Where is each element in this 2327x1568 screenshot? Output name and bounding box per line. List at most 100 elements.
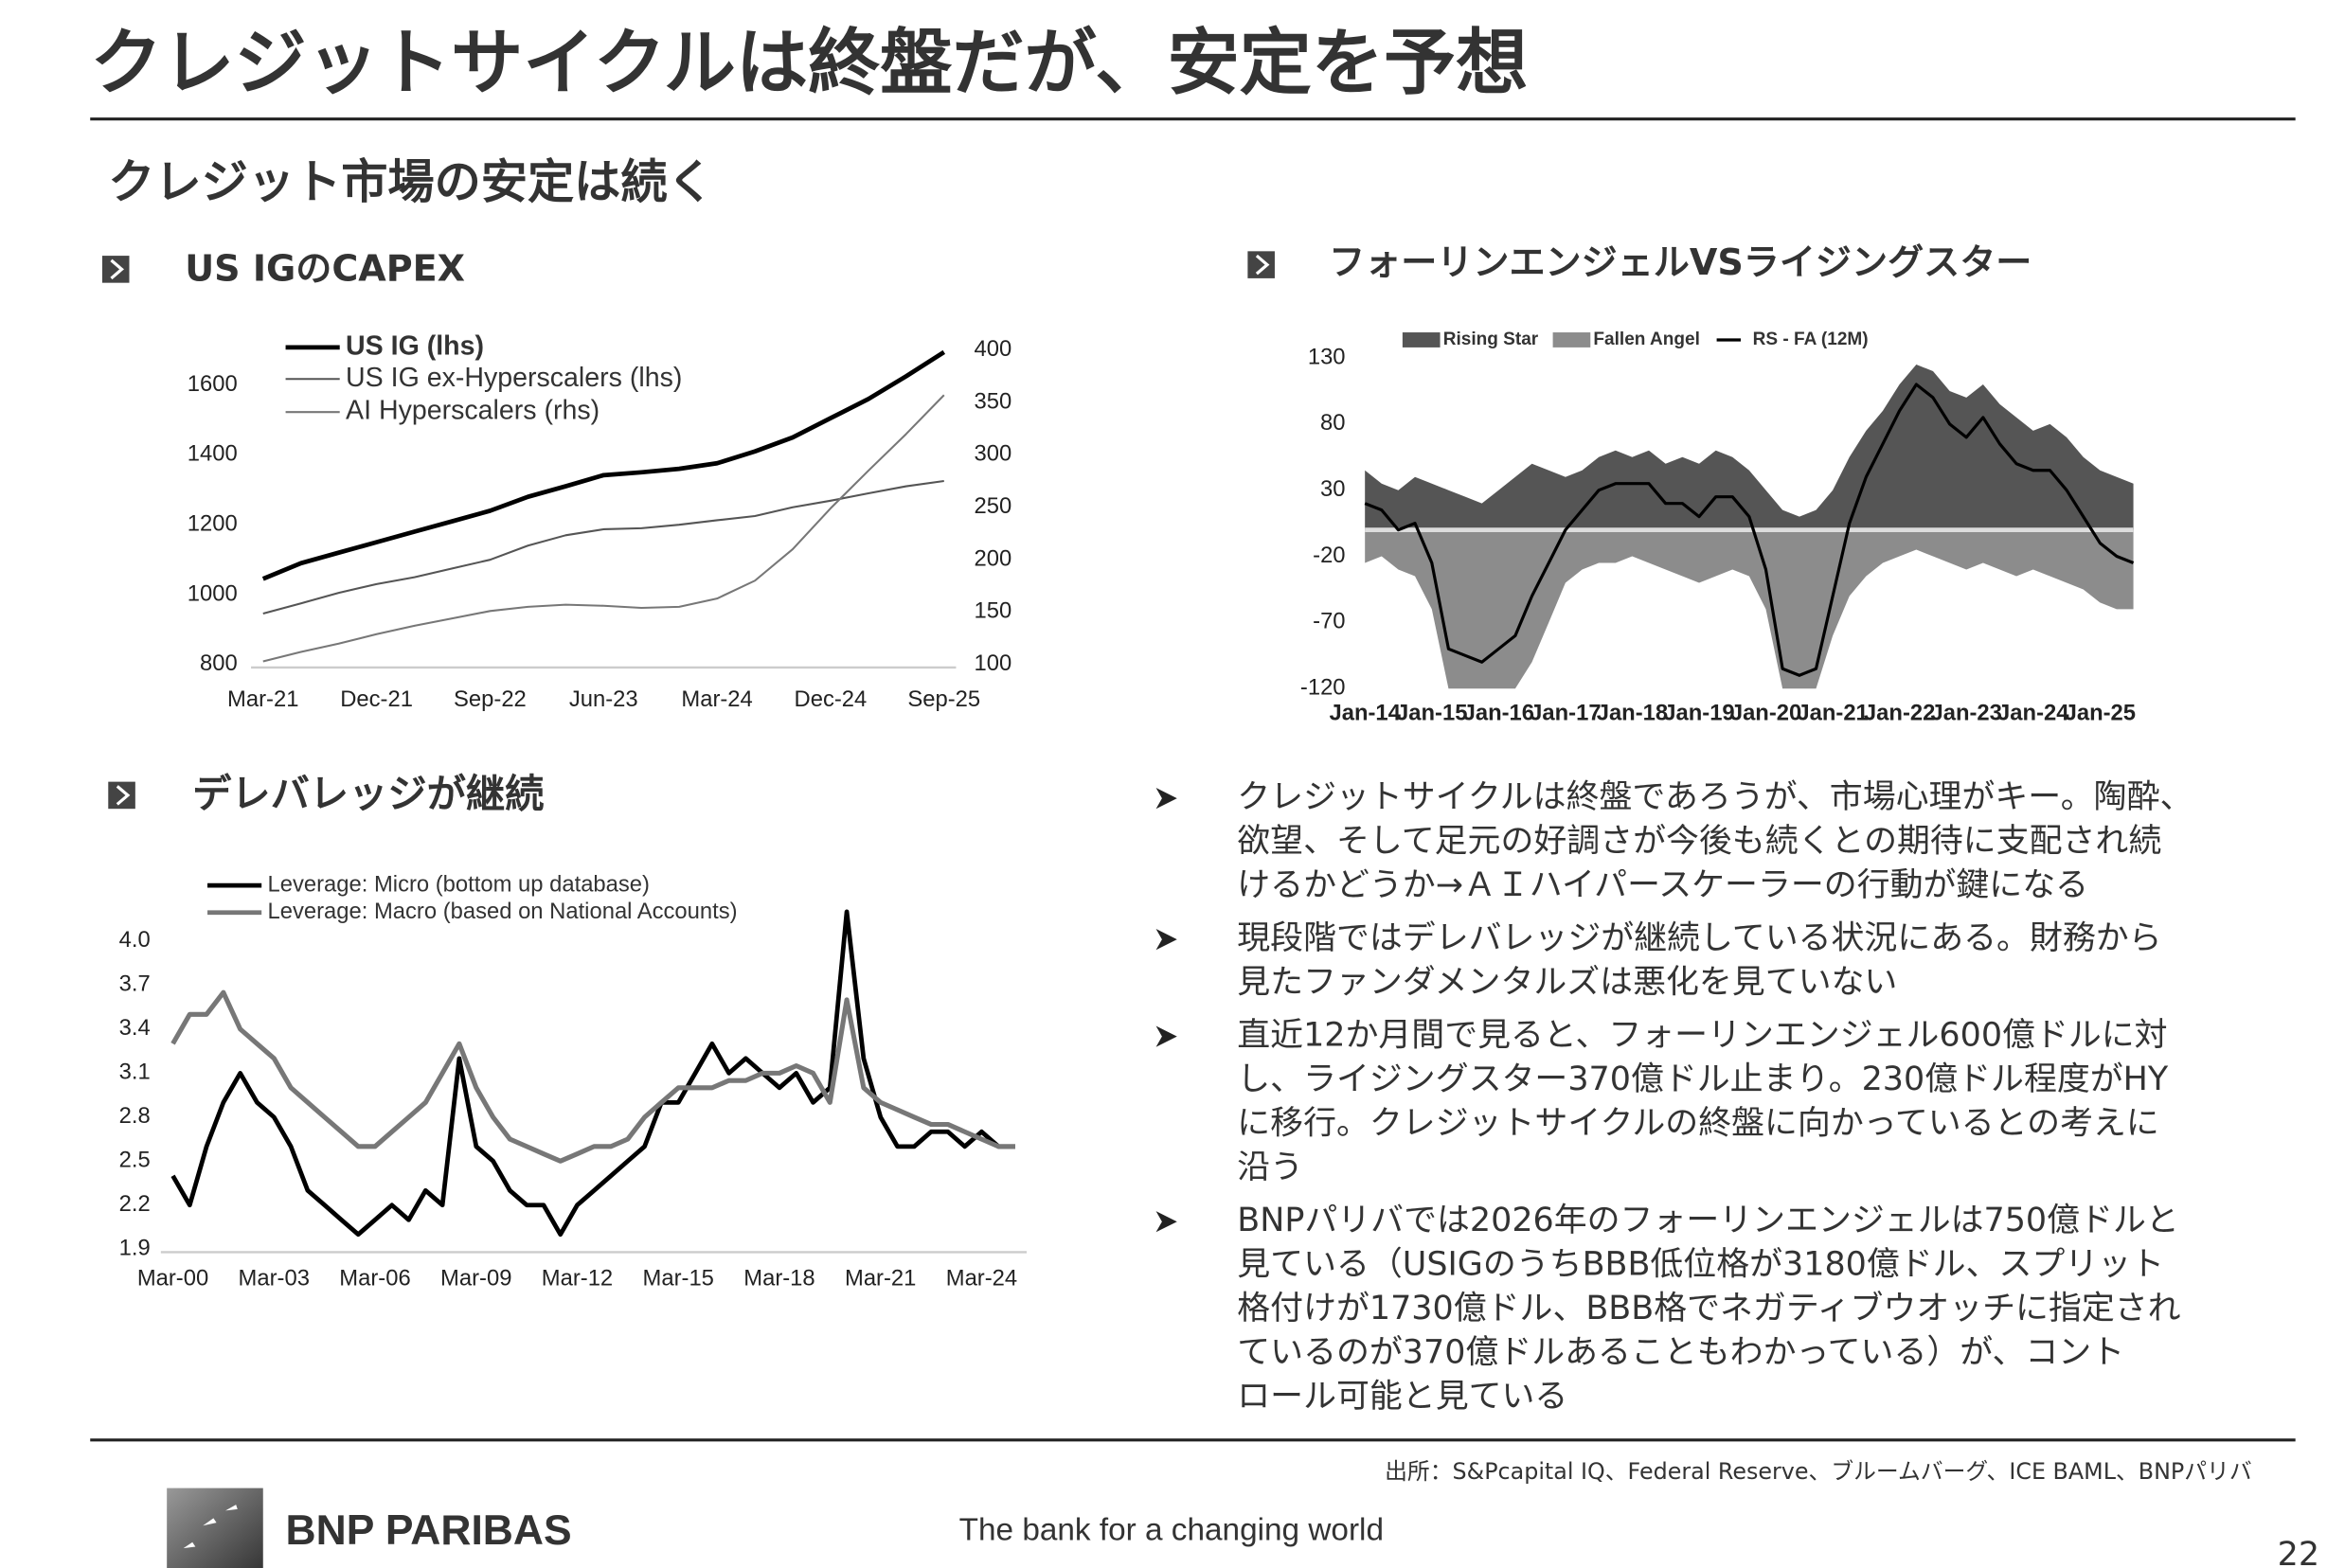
series-line	[170, 989, 1016, 1164]
bullet-arrow	[1155, 929, 1177, 951]
legend-label: Rising Star	[1443, 330, 1539, 349]
x-tick-label: Mar-21	[227, 686, 298, 712]
legend-swatch	[1402, 332, 1441, 347]
bullet-text: 見たファンダメンタルズは悪化を見ていない	[1237, 964, 1897, 1002]
bullet-text: BNPパリバでは2026年のフォーリンエンジェルは750億ドルと	[1237, 1202, 2179, 1239]
x-tick-label: Dec-24	[795, 686, 868, 712]
y-tick-label: 80	[1320, 410, 1345, 436]
y2-tick-label: 250	[975, 493, 1012, 519]
series-line	[170, 909, 1016, 1238]
bullet-text: 欲望、そして足元の好調さが今後も続くとの期待に支配され続	[1237, 823, 2161, 861]
series-area	[1365, 529, 2134, 689]
bullet-text: 格付けが1730億ドル、BBB格でネガティブウオッチに指定され	[1237, 1290, 2180, 1327]
legend-label: US IG ex-Hyperscalers (lhs)	[346, 363, 682, 393]
bullet-text: 見ている（USIGのうちBBB低位格が3180億ドル、スプリット	[1237, 1246, 2164, 1284]
x-tick-label: Mar-18	[743, 1265, 814, 1291]
series-line	[262, 394, 945, 663]
y-tick-label: 1.9	[119, 1236, 151, 1261]
x-tick-label: Jan-22	[1864, 700, 1935, 725]
y-tick-label: 30	[1320, 476, 1345, 502]
slide-title: クレジットサイクルは終盤だが、安定を予想	[90, 21, 1528, 105]
x-tick-label: Mar-12	[542, 1265, 613, 1291]
y2-tick-label: 400	[975, 336, 1012, 362]
y-tick-label: 3.7	[119, 971, 151, 997]
y2-tick-label: 200	[975, 545, 1012, 571]
heading-marker	[108, 781, 135, 810]
x-tick-label: Mar-24	[946, 1265, 1017, 1291]
series-line	[262, 479, 944, 615]
chart-title: デレバレッジが継続	[192, 771, 544, 816]
bullet-text: ているのが370億ドルあることもわかっている）が、コント	[1237, 1334, 2124, 1372]
legend-label: AI Hyperscalers (rhs)	[346, 396, 600, 426]
y2-tick-label: 350	[975, 388, 1012, 414]
logo-stars	[183, 1505, 238, 1549]
series-line	[261, 349, 946, 581]
source: 出所：S&Pcapital IQ、Federal Reserve、ブルームバーグ…	[1385, 1458, 2251, 1485]
y-tick-label: 800	[200, 650, 238, 676]
x-tick-label: Mar-24	[681, 686, 752, 712]
legend-label: Fallen Angel	[1593, 330, 1699, 349]
x-tick-label: Mar-03	[239, 1265, 310, 1291]
x-tick-label: Jan-24	[1997, 700, 2069, 725]
x-tick-label: Jun-23	[569, 686, 638, 712]
legend-swatch	[1552, 332, 1591, 347]
bullet-text: し、ライジングスター370億ドル止まり。230億ドル程度がHY	[1237, 1060, 2169, 1098]
bullet-text: 沿う	[1237, 1149, 1303, 1186]
bullet-text: けるかどうか→ＡＩハイパースケーラーの行動が鍵になる	[1237, 866, 2088, 904]
y-tick-label: -20	[1313, 543, 1345, 568]
x-tick-label: Jan-23	[1931, 700, 2002, 725]
bullet-text: 現段階ではデレバレッジが継続している状況にある。財務から	[1237, 919, 2161, 957]
series-line	[1364, 383, 2135, 677]
x-tick-label: Jan-21	[1797, 700, 1868, 725]
page-number: 22	[2278, 1536, 2319, 1568]
heading-marker	[101, 256, 130, 283]
bullet-arrow	[1155, 787, 1177, 810]
x-tick-label: Jan-15	[1396, 700, 1467, 725]
x-tick-label: Mar-00	[137, 1265, 208, 1291]
x-tick-label: Jan-19	[1663, 700, 1734, 725]
tagline: The bank for a changing world	[959, 1512, 1384, 1547]
subtitle: クレジット市場の安定は続く	[108, 154, 713, 209]
x-tick-label: Mar-15	[643, 1265, 714, 1291]
bullet-arrow	[1155, 1211, 1177, 1233]
y-tick-label: 1600	[188, 371, 238, 397]
x-tick-label: Sep-22	[454, 686, 527, 712]
x-tick-label: Dec-21	[340, 686, 413, 712]
chart-title: フォーリンエンジェルVSライジングスター	[1329, 241, 2032, 283]
logo	[167, 1488, 263, 1568]
y2-tick-label: 150	[975, 598, 1012, 624]
x-tick-label: Jan-17	[1530, 700, 1601, 725]
y-tick-label: -70	[1313, 609, 1345, 634]
legend-label: Leverage: Macro (based on National Accou…	[268, 899, 738, 924]
y-tick-label: 2.8	[119, 1103, 151, 1129]
y-tick-label: 130	[1308, 344, 1346, 369]
x-tick-label: Jan-14	[1329, 700, 1401, 725]
x-tick-label: Jan-16	[1463, 700, 1534, 725]
y-tick-label: 1000	[188, 580, 238, 606]
y-tick-label: -120	[1300, 674, 1346, 700]
bullet-text: ロール可能と見ている	[1237, 1378, 1567, 1416]
y-tick-label: 2.2	[119, 1191, 151, 1217]
x-tick-label: Mar-09	[440, 1265, 511, 1291]
bullet-arrow	[1155, 1025, 1177, 1047]
chart-title: US IGのCAPEX	[185, 247, 465, 289]
y2-tick-label: 300	[975, 441, 1012, 467]
x-tick-label: Sep-25	[907, 686, 980, 712]
x-tick-label: Jan-25	[2065, 700, 2136, 725]
legend-label: US IG (lhs)	[346, 330, 484, 361]
bullet-text: に移行。クレジットサイクルの終盤に向かっているとの考えに	[1237, 1105, 2159, 1143]
legend-label: Leverage: Micro (bottom up database)	[268, 871, 650, 897]
y-tick-label: 1200	[188, 510, 238, 536]
x-tick-label: Mar-06	[339, 1265, 410, 1291]
brand: BNP PARIBAS	[286, 1507, 572, 1554]
heading-marker	[1247, 251, 1275, 278]
y-tick-label: 3.4	[119, 1015, 151, 1041]
series-area	[1365, 365, 2134, 530]
bullet-text: 直近12か月間で見ると、フォーリンエンジェル600億ドルに対	[1237, 1017, 2167, 1055]
x-tick-label: Jan-20	[1730, 700, 1801, 725]
y-tick-label: 1400	[188, 441, 238, 467]
y-tick-label: 2.5	[119, 1148, 151, 1173]
x-tick-label: Jan-18	[1597, 700, 1668, 725]
y-tick-label: 4.0	[119, 927, 151, 953]
